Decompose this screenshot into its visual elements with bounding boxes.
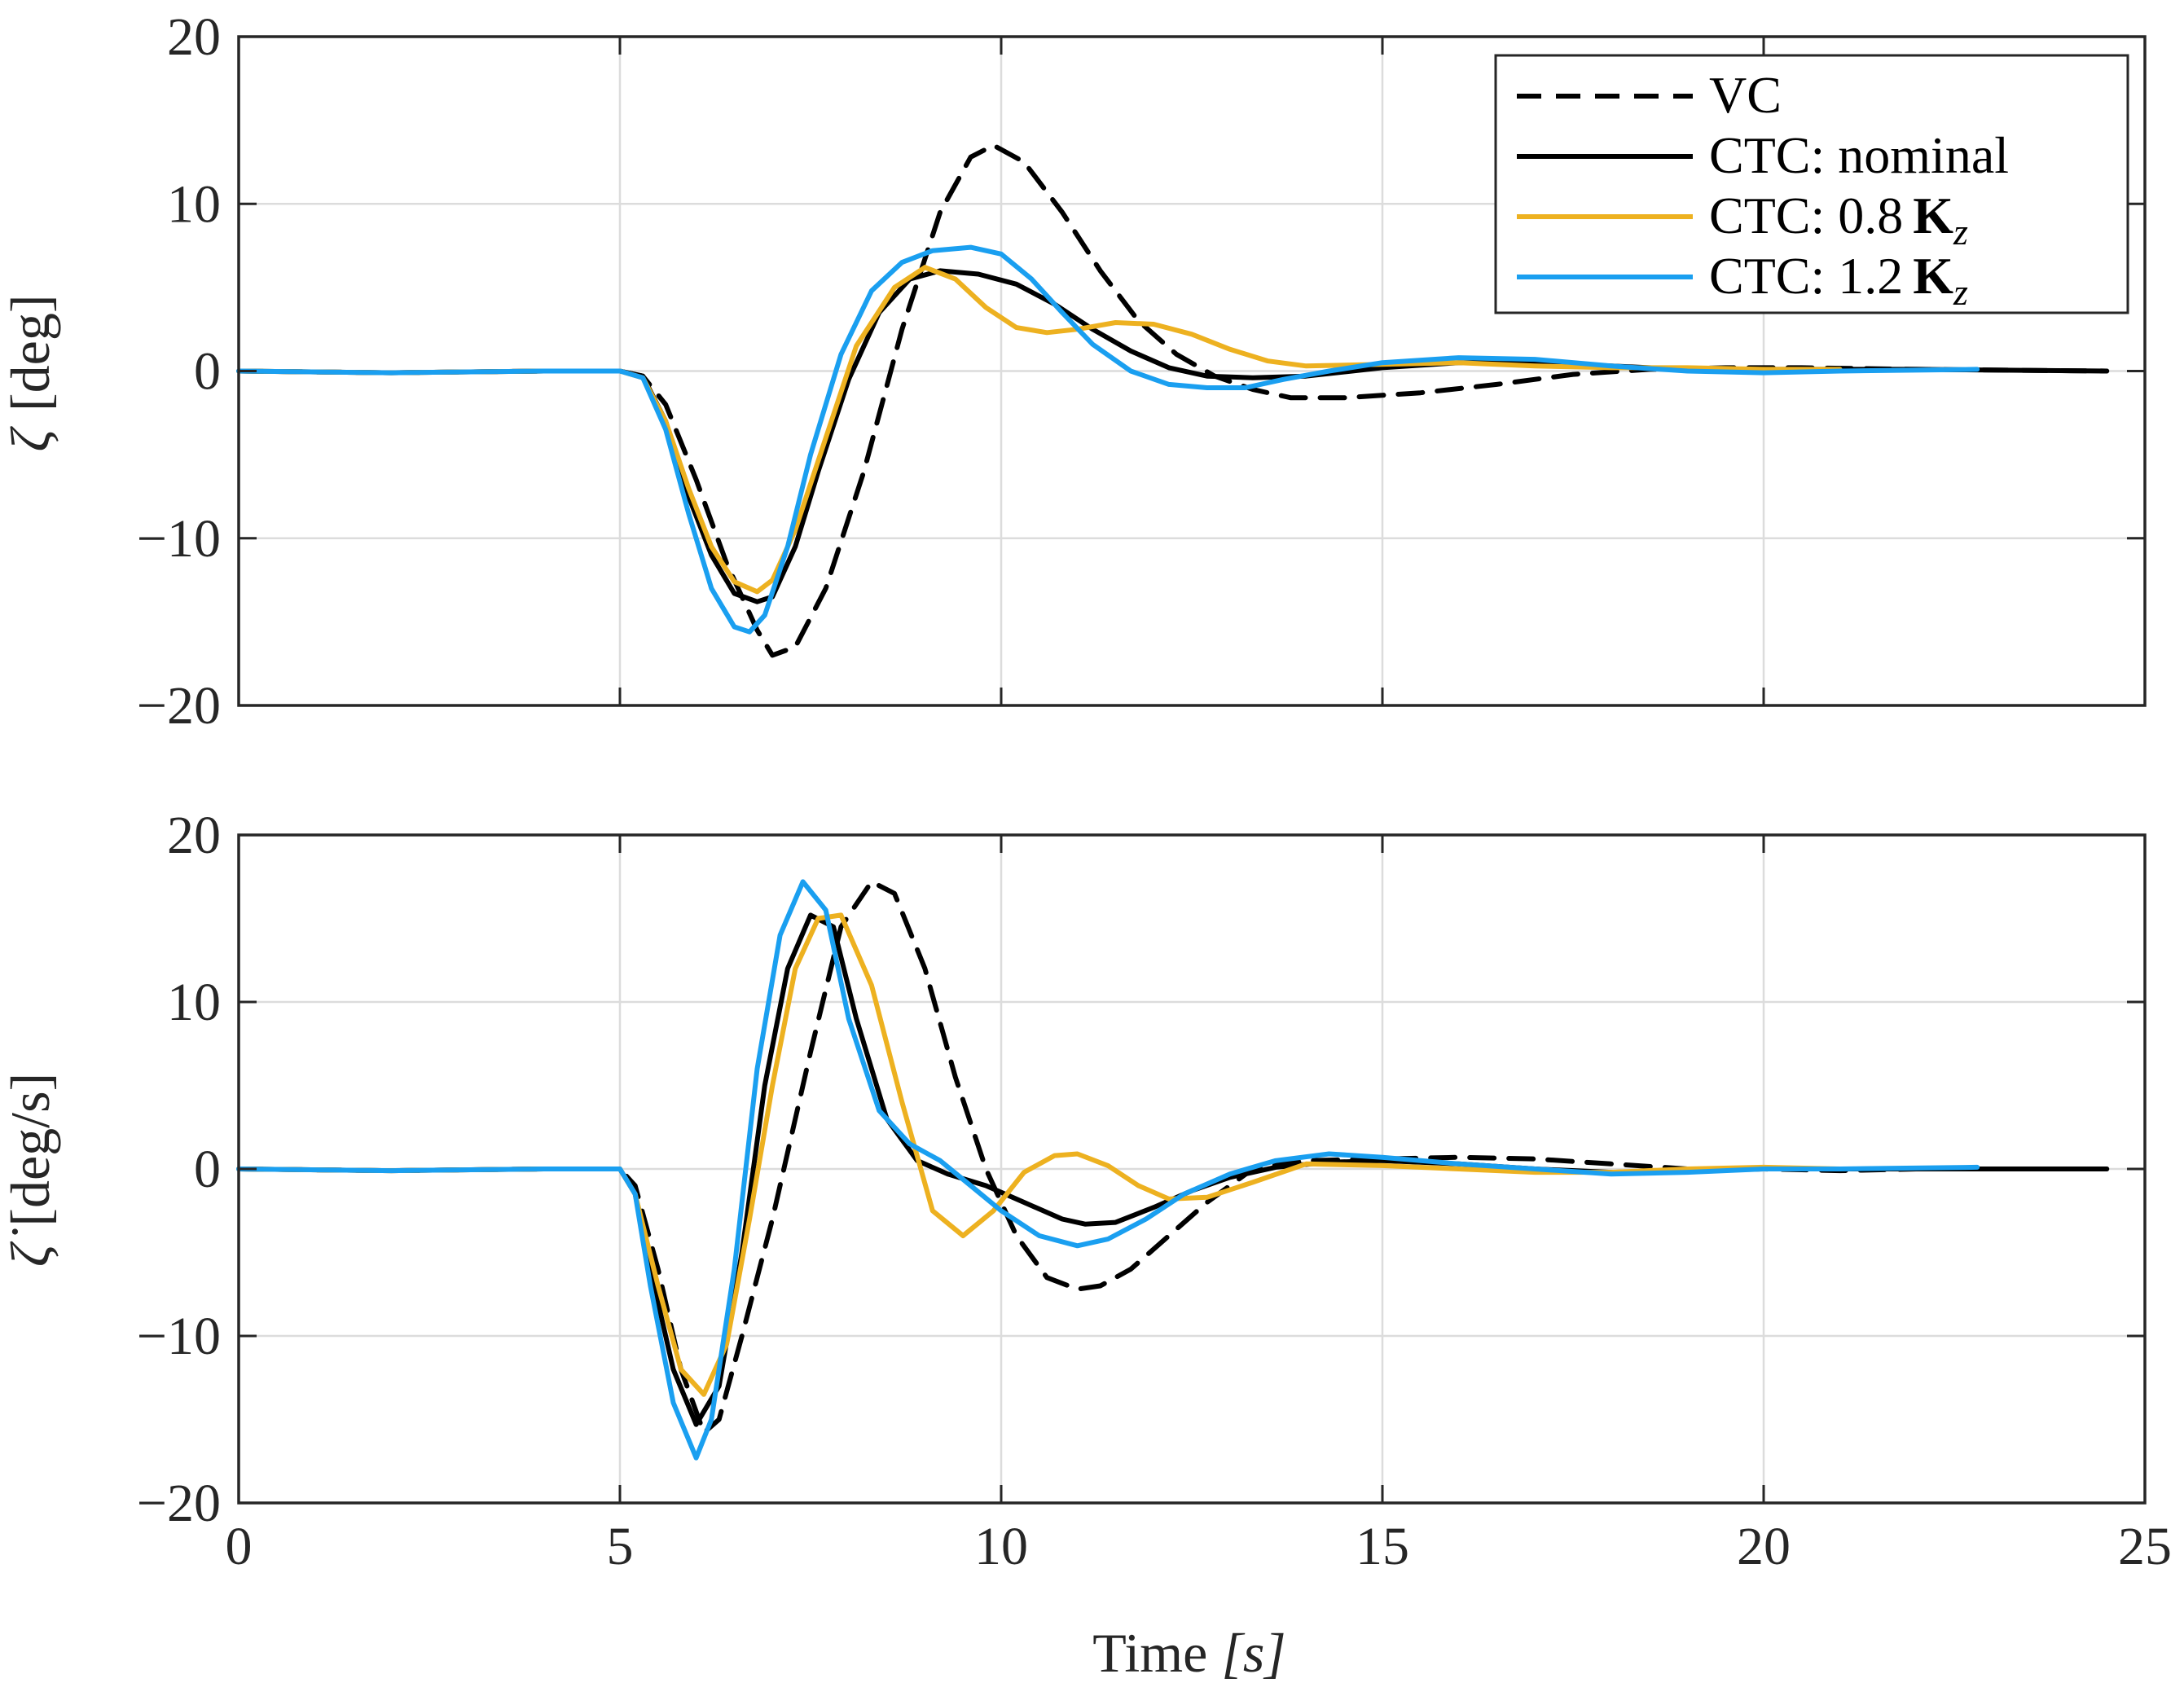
x-label-text: Time — [1092, 1622, 1221, 1684]
top-series-ctc-1-2kz — [236, 244, 1980, 635]
bottom-x-tick-label-20: 20 — [1737, 1517, 1791, 1576]
legend-label-ctc-1-2kz: CTC: 1.2 Kz — [1709, 247, 1968, 313]
top-series-ctc-0-8kz — [236, 265, 1843, 595]
bottom-y-tick-label-10: 10 — [167, 973, 221, 1032]
legend-label-ctc-nominal: CTC: nominal — [1709, 126, 2009, 184]
bottom-series-ctc-0-8kz — [236, 912, 1843, 1397]
bottom-y-tick-label-0: 0 — [194, 1140, 221, 1199]
bottom-plot-y-tick-labels: 20 10 0 −10 −20 — [137, 806, 221, 1533]
top-y-tick-label-10: 10 — [167, 174, 221, 234]
bottom-plot-ticks — [237, 833, 2147, 1505]
bottom-y-tick-label--20: −20 — [137, 1474, 221, 1533]
legend-label-ctc-1-2kz-prefix: CTC: 1.2 — [1709, 247, 1903, 305]
top-plot-series — [236, 143, 2110, 658]
top-y-label-symbol: ζ — [0, 426, 61, 452]
top-y-tick-label--10: −10 — [137, 509, 221, 569]
bottom-y-label-unit: [deg/s] — [0, 1073, 61, 1227]
bottom-plot-x-axis-label: Time [s] — [1092, 1622, 1286, 1684]
bottom-plot-x-tick-labels: 0 5 10 15 20 25 — [226, 1517, 2173, 1576]
top-y-tick-label-0: 0 — [194, 342, 221, 402]
top-plot-y-tick-labels: 20 10 0 −10 −20 — [137, 7, 221, 736]
legend-label-ctc-0-8kz: CTC: 0.8 Kz — [1709, 187, 1968, 253]
bottom-plot-series — [236, 879, 2110, 1461]
top-plot-ticks — [237, 35, 2147, 707]
legend-label-vc: VC — [1709, 66, 1782, 124]
legend-label-ctc-1-2kz-sub: z — [1953, 271, 1968, 313]
bottom-x-tick-label-25: 25 — [2118, 1517, 2172, 1576]
bottom-plot-grid — [239, 835, 2145, 1503]
legend-label-ctc-0-8kz-sub: z — [1953, 211, 1968, 253]
bottom-x-tick-label-10: 10 — [974, 1517, 1028, 1576]
bottom-x-tick-label-15: 15 — [1356, 1517, 1409, 1576]
bottom-y-tick-label-20: 20 — [167, 806, 221, 865]
bottom-series-ctc-1-2kz — [236, 879, 1980, 1461]
legend-label-ctc-1-2kz-bold: K — [1913, 247, 1953, 305]
top-series-vc — [236, 143, 2110, 658]
bottom-x-tick-label-0: 0 — [226, 1517, 253, 1576]
legend: VC CTC: nominal CTC: 0.8 Kz CTC: 1.2 Kz — [1494, 54, 2129, 314]
legend-label-ctc-0-8kz-bold: K — [1913, 187, 1953, 244]
top-y-tick-label--20: −20 — [137, 676, 221, 736]
bottom-y-tick-label--10: −10 — [137, 1307, 221, 1366]
top-y-tick-label-20: 20 — [167, 7, 221, 67]
top-plot-axes: 20 10 0 −10 −20 ζ [deg] VC CTC: nominal CTC: … — [0, 7, 2147, 736]
legend-label-ctc-0-8kz-prefix: CTC: 0.8 — [1709, 187, 1903, 244]
top-plot-y-axis-label: ζ [deg] — [0, 294, 61, 451]
x-label-unit: [s] — [1221, 1622, 1285, 1684]
bottom-x-tick-label-5: 5 — [607, 1517, 634, 1576]
top-y-label-unit: [deg] — [0, 294, 61, 411]
